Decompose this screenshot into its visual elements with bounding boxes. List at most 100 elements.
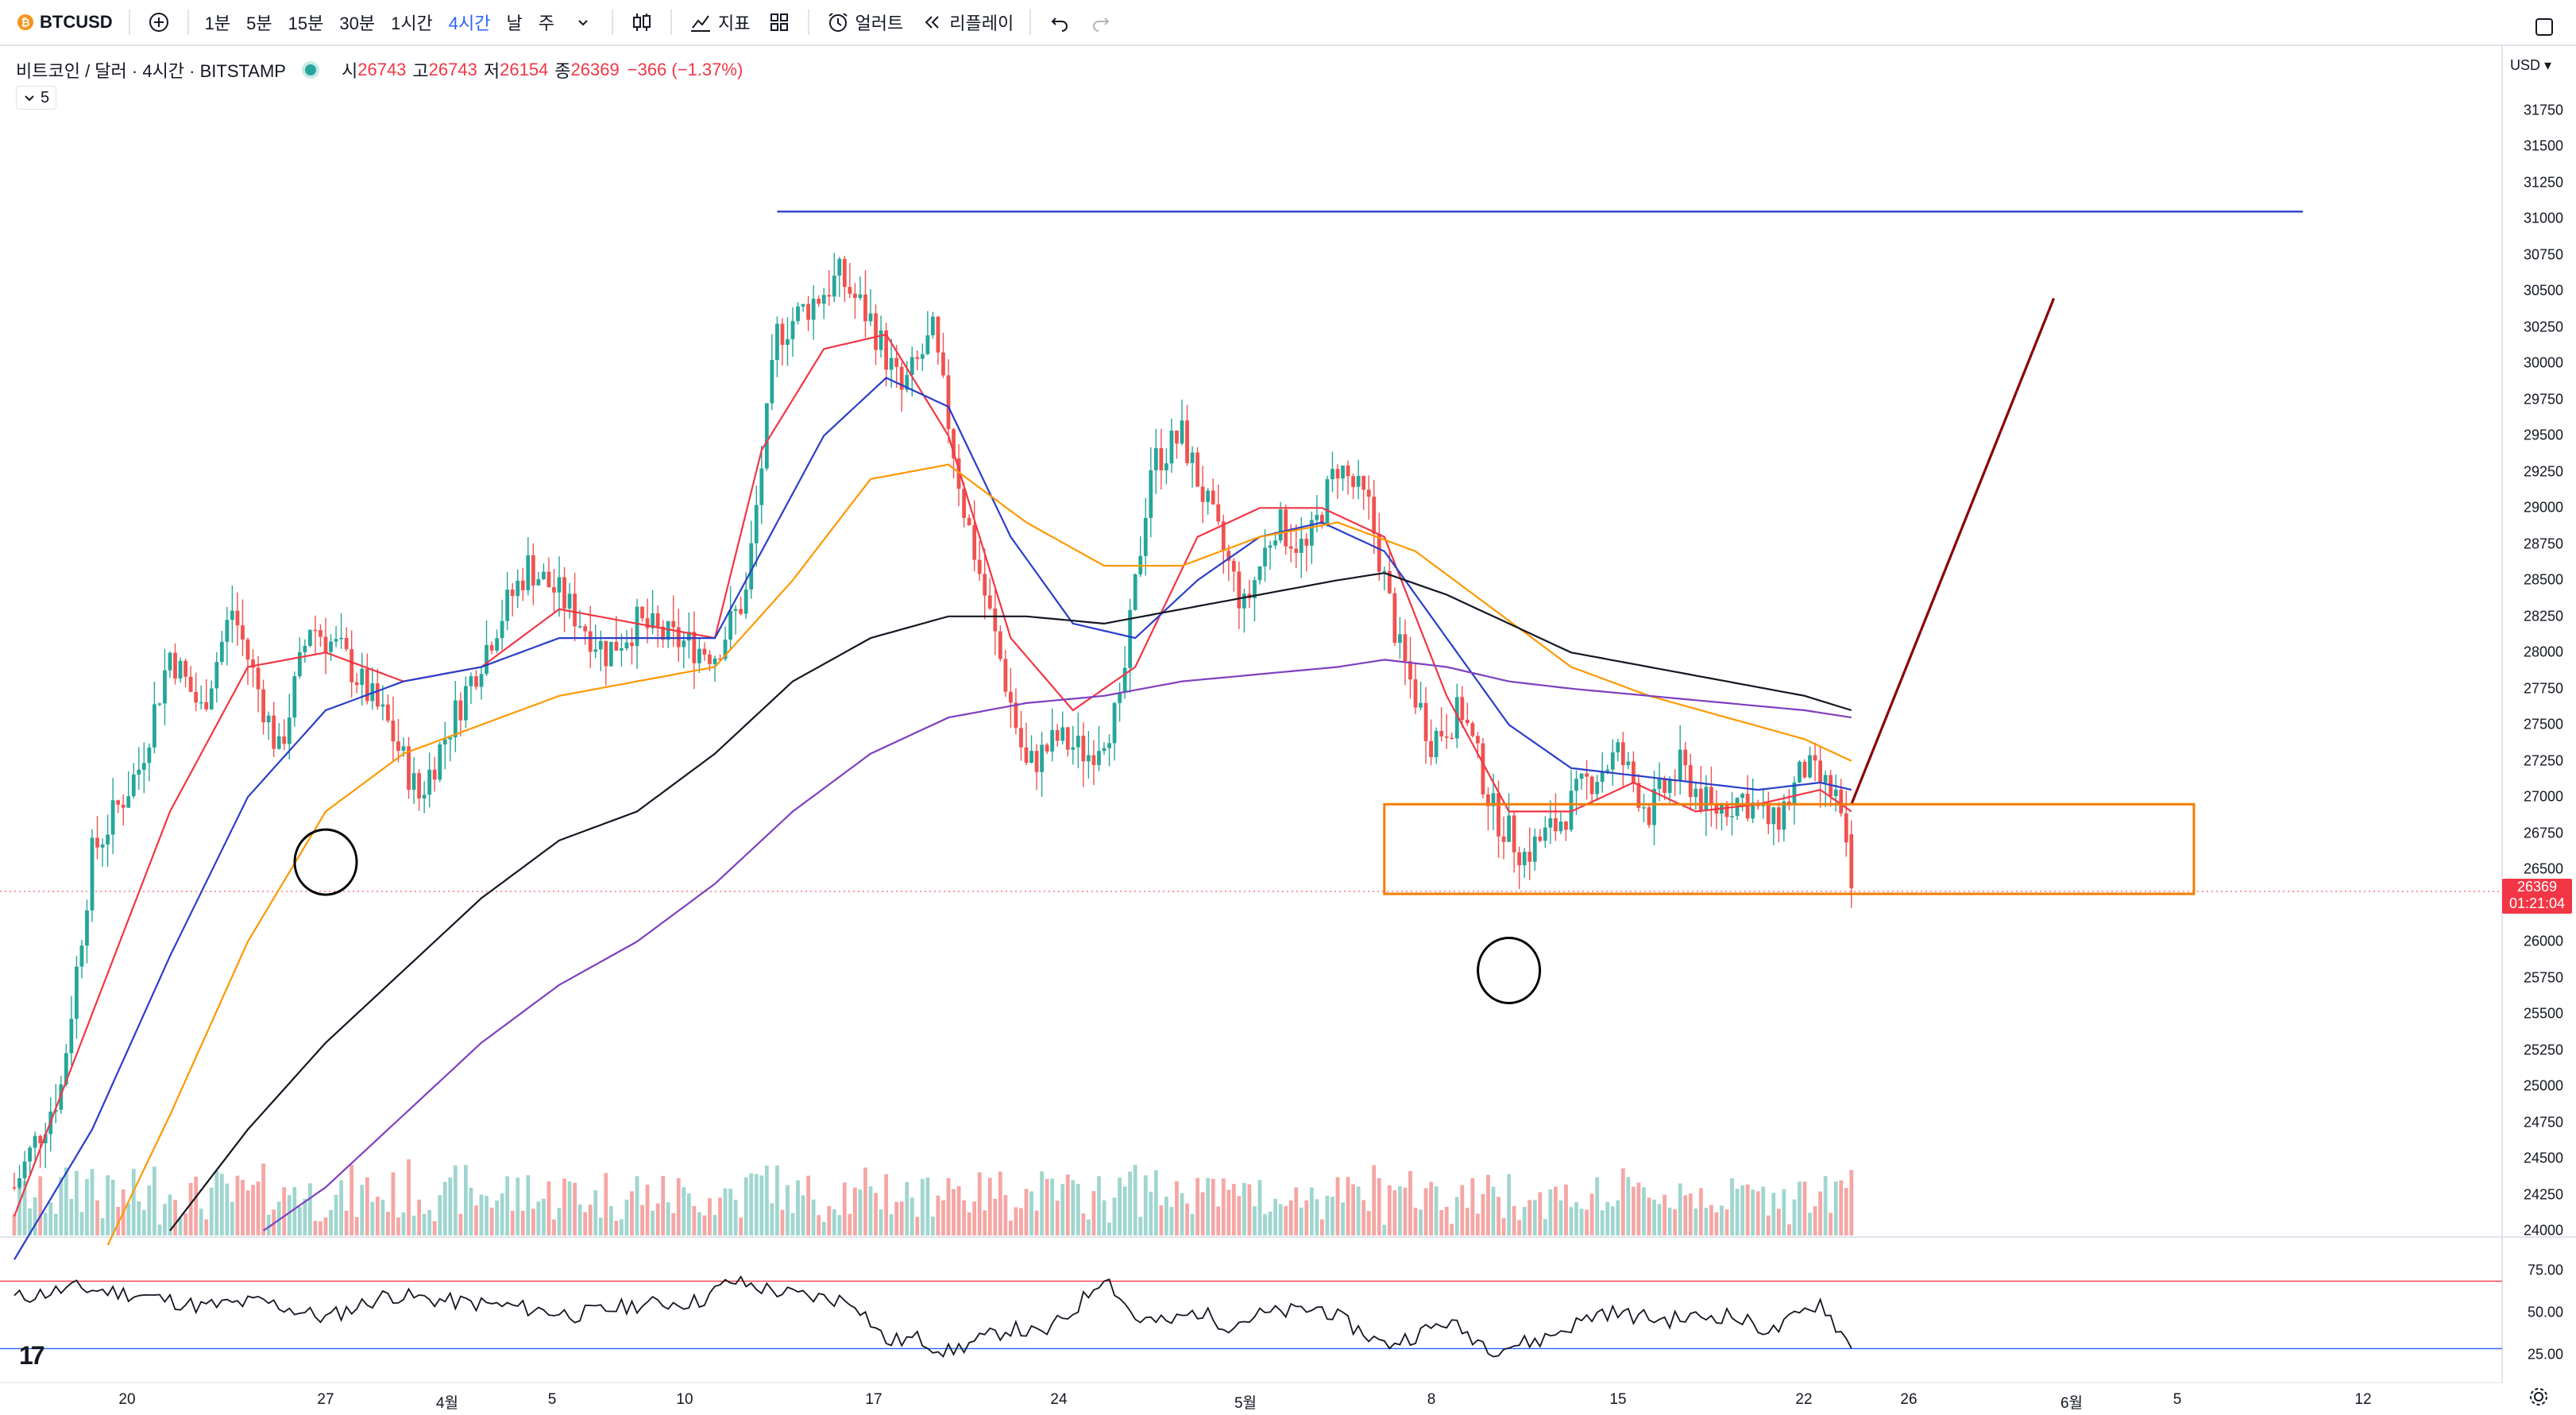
rsi-scale[interactable]: 75.00 50.00 25.00: [2502, 1237, 2576, 1382]
interval-15m[interactable]: 15분: [288, 14, 324, 33]
range-box: [1383, 802, 2196, 895]
candle-body: [75, 966, 79, 1019]
candle-body: [131, 774, 136, 797]
candle-body: [380, 704, 385, 707]
volume-bar: [713, 1215, 717, 1235]
candle-body: [1844, 813, 1848, 843]
volume-bar: [1663, 1194, 1666, 1235]
volume-bar: [106, 1175, 110, 1235]
layouts-button[interactable]: [759, 5, 800, 40]
volume-bar: [1263, 1214, 1267, 1235]
candle-body: [1159, 448, 1164, 470]
redo-button[interactable]: [1080, 5, 1122, 40]
candle-body: [1808, 755, 1812, 778]
volume-bar: [1829, 1212, 1833, 1235]
volume-bar: [1112, 1197, 1117, 1235]
volume-bar: [1636, 1182, 1641, 1235]
volume-bar: [474, 1205, 478, 1235]
drawing-annotations[interactable]: [293, 211, 2304, 1005]
candle-body: [1403, 634, 1408, 662]
candle-body: [645, 618, 650, 628]
volume-bar: [401, 1212, 406, 1235]
volume-bar: [438, 1195, 442, 1235]
candle-body: [1315, 515, 1319, 520]
candle-body: [1839, 789, 1844, 814]
volume-bar: [188, 1182, 193, 1235]
candle-body: [827, 295, 832, 297]
volume-bar: [1423, 1188, 1428, 1235]
price-tick-label: 29750: [2523, 391, 2563, 408]
volume-bar: [183, 1213, 187, 1235]
volume-bar: [1434, 1186, 1439, 1235]
candle-body: [775, 323, 779, 361]
volume-bar: [391, 1172, 396, 1235]
interval-5m[interactable]: 5분: [246, 14, 272, 33]
interval-week[interactable]: 주: [538, 14, 555, 33]
volume-bar: [1694, 1208, 1698, 1235]
gear-icon: [2530, 1388, 2547, 1405]
volume-bar: [1398, 1186, 1402, 1235]
volume-bar: [59, 1177, 64, 1235]
candle-body: [1476, 736, 1480, 744]
candle-body: [510, 590, 515, 597]
candle-body: [676, 627, 681, 648]
compare-symbol-button[interactable]: [138, 5, 180, 40]
candle-body: [1429, 740, 1433, 757]
candle-body: [588, 631, 593, 652]
volume-bar: [863, 1167, 867, 1235]
volume-bar: [1211, 1178, 1215, 1235]
time-axis[interactable]: 20 27 4월 5 10 17 24 5월 8 15 22 26 6월 5 12: [0, 1382, 2502, 1415]
interval-1h[interactable]: 1시간: [391, 14, 433, 33]
volume-bar: [998, 1171, 1002, 1235]
price-scale[interactable]: 24000 24250 24500 24750 25000 25250 25500 25750…: [2502, 46, 2576, 1239]
volume-bar: [17, 1179, 21, 1235]
volume-bar: [360, 1185, 365, 1235]
candle-body: [583, 626, 588, 632]
candle-body: [1055, 729, 1060, 741]
symbol-search-button[interactable]: ₿ BTCUSD: [10, 5, 121, 40]
volume-bar: [1497, 1197, 1500, 1235]
alerts-button[interactable]: 얼러트: [817, 5, 912, 40]
interval-1m[interactable]: 1분: [204, 14, 231, 33]
candle-body: [344, 637, 349, 650]
volume-bar: [329, 1209, 333, 1235]
fullscreen-button[interactable]: [2524, 10, 2565, 44]
volume-bar: [666, 1202, 670, 1235]
volume-bar: [635, 1176, 639, 1235]
interval-4h[interactable]: 4시간: [448, 14, 491, 33]
chevron-down-icon: ▾: [2540, 57, 2552, 73]
candle-body: [1366, 489, 1371, 497]
price-tick-label: 26500: [2523, 860, 2563, 877]
candles-icon: [629, 10, 655, 35]
undo-button[interactable]: [1039, 5, 1080, 40]
chart-settings-button[interactable]: [2528, 1386, 2550, 1412]
volume-bar: [110, 1179, 115, 1235]
candle-body: [593, 649, 598, 652]
indicators-button[interactable]: 지표: [680, 5, 758, 40]
candle-body: [1003, 659, 1008, 692]
volume-bar: [1626, 1177, 1631, 1235]
candle-body: [542, 571, 546, 580]
chart-pane[interactable]: [0, 46, 2576, 1415]
candle-body: [204, 702, 209, 709]
interval-30m[interactable]: 30분: [339, 14, 376, 33]
tradingview-logo[interactable]: 17: [19, 1341, 45, 1370]
price-chart-canvas[interactable]: [0, 46, 2576, 1415]
interval-day[interactable]: 날: [506, 14, 523, 33]
candle-body: [1153, 448, 1158, 470]
candle-body: [780, 323, 785, 346]
replay-button[interactable]: 리플레이: [911, 5, 1022, 40]
indicators-toggle-button[interactable]: 5: [16, 86, 57, 110]
volume-bar: [630, 1191, 634, 1235]
chart-type-button[interactable]: [621, 5, 662, 40]
currency-selector[interactable]: USD ▾: [2510, 57, 2551, 74]
volume-bar: [1325, 1195, 1330, 1235]
candle-body: [1091, 755, 1096, 765]
candle-body: [1507, 815, 1511, 842]
candle-body: [1620, 742, 1625, 766]
volume-bar: [743, 1177, 748, 1235]
interval-dropdown-button[interactable]: [562, 5, 604, 40]
time-tick-label: 24: [1050, 1391, 1068, 1408]
candle-body: [1382, 570, 1387, 573]
series-title[interactable]: 비트코인 / 달러 · 4시간 · BITSTAMP: [16, 61, 286, 81]
